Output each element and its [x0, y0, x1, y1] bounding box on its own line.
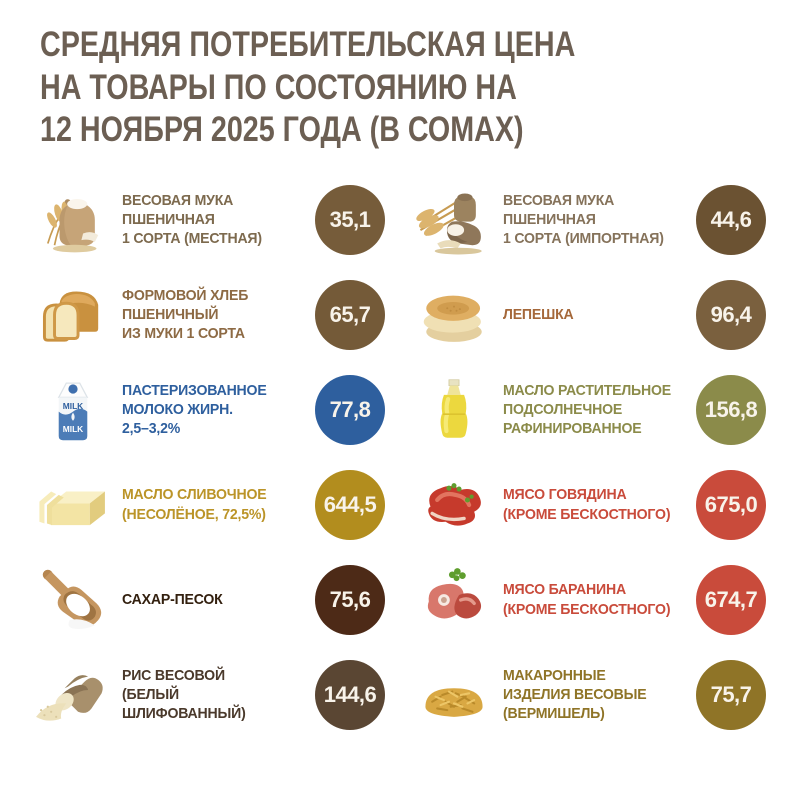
item-label: МАКАРОННЫЕ ИЗДЕЛИЯ ВЕСОВЫЕ (ВЕРМИШЕЛЬ)	[503, 666, 647, 723]
item-label: ПАСТЕРИЗОВАННОЕ МОЛОКО ЖИРН. 2,5–3,2%	[122, 381, 267, 438]
vermicelli-pile-icon	[411, 653, 497, 737]
oil-bottle-icon	[411, 368, 497, 452]
item-label: ФОРМОВОЙ ХЛЕБ ПШЕНИЧНЫЙ ИЗ МУКИ 1 СОРТА	[122, 286, 249, 343]
rice-sack-icon	[30, 653, 116, 737]
price-badge: 65,7	[315, 279, 385, 350]
item-beef: МЯСО ГОВЯДИНА (КРОМЕ БЕСКОСТНОГО) 675,0	[411, 457, 766, 552]
flour-sack-wheat-icon	[30, 178, 116, 262]
lamb-meat-icon	[411, 558, 497, 642]
price-badge: 144,6	[315, 659, 385, 730]
item-label: РИС ВЕСОВОЙ (БЕЛЫЙ ШЛИФОВАННЫЙ)	[122, 666, 246, 723]
item-label: МАСЛО РАСТИТЕЛЬНОЕ ПОДСОЛНЕЧНОЕ РАФИНИРО…	[503, 381, 671, 438]
item-vermicelli: МАКАРОННЫЕ ИЗДЕЛИЯ ВЕСОВЫЕ (ВЕРМИШЕЛЬ) 7…	[411, 647, 766, 742]
price-badge: 96,4	[696, 279, 766, 350]
sliced-bread-icon	[30, 273, 116, 357]
item-sugar: САХАР-ПЕСОК 75,6	[30, 552, 385, 647]
svg-text:MILK: MILK	[63, 401, 83, 411]
sugar-scoop-icon	[30, 558, 116, 642]
item-bread: ФОРМОВОЙ ХЛЕБ ПШЕНИЧНЫЙ ИЗ МУКИ 1 СОРТА …	[30, 267, 385, 362]
milk-carton-icon: MILK MILK	[30, 368, 116, 452]
item-milk: MILK MILK ПАСТЕРИЗОВАННОЕ МОЛОКО ЖИРН. 2…	[30, 362, 385, 457]
price-badge: 75,6	[315, 564, 385, 635]
item-butter: МАСЛО СЛИВОЧНОЕ (НЕСОЛЁНОЕ, 72,5%) 644,5	[30, 457, 385, 552]
item-rice: РИС ВЕСОВОЙ (БЕЛЫЙ ШЛИФОВАННЫЙ) 144,6	[30, 647, 385, 742]
butter-block-icon	[30, 463, 116, 547]
price-badge: 156,8	[696, 374, 766, 445]
page-title: СРЕДНЯЯ ПОТРЕБИТЕЛЬСКАЯ ЦЕНА НА ТОВАРЫ П…	[40, 25, 576, 150]
price-badge: 35,1	[315, 184, 385, 255]
item-label: МЯСО ГОВЯДИНА (КРОМЕ БЕСКОСТНОГО)	[503, 486, 671, 523]
item-label: ВЕСОВАЯ МУКА ПШЕНИЧНАЯ 1 СОРТА (ИМПОРТНА…	[503, 191, 664, 248]
item-lamb: МЯСО БАРАНИНА (КРОМЕ БЕСКОСТНОГО) 674,7	[411, 552, 766, 647]
price-badge: 44,6	[696, 184, 766, 255]
item-flour-imported: ВЕСОВАЯ МУКА ПШЕНИЧНАЯ 1 СОРТА (ИМПОРТНА…	[411, 172, 766, 267]
price-badge: 674,7	[696, 564, 766, 635]
price-badge: 644,5	[315, 469, 385, 540]
price-badge: 75,7	[696, 659, 766, 730]
item-label: МАСЛО СЛИВОЧНОЕ (НЕСОЛЁНОЕ, 72,5%)	[122, 486, 267, 523]
flatbread-stack-icon	[411, 273, 497, 357]
item-sunflower-oil: МАСЛО РАСТИТЕЛЬНОЕ ПОДСОЛНЕЧНОЕ РАФИНИРО…	[411, 362, 766, 457]
item-flour-local: ВЕСОВАЯ МУКА ПШЕНИЧНАЯ 1 СОРТА (МЕСТНАЯ)…	[30, 172, 385, 267]
item-label: ЛЕПЕШКА	[503, 305, 574, 323]
price-badge: 675,0	[696, 469, 766, 540]
item-label: МЯСО БАРАНИНА (КРОМЕ БЕСКОСТНОГО)	[503, 581, 671, 618]
item-label: ВЕСОВАЯ МУКА ПШЕНИЧНАЯ 1 СОРТА (МЕСТНАЯ)	[122, 191, 262, 248]
items-grid: ВЕСОВАЯ МУКА ПШЕНИЧНАЯ 1 СОРТА (МЕСТНАЯ)…	[30, 172, 766, 742]
item-flatbread: ЛЕПЕШКА 96,4	[411, 267, 766, 362]
flour-sacks-wheat-icon	[411, 178, 497, 262]
svg-text:MILK: MILK	[63, 423, 83, 433]
price-badge: 77,8	[315, 374, 385, 445]
item-label: САХАР-ПЕСОК	[122, 590, 223, 608]
beef-meat-icon	[411, 463, 497, 547]
